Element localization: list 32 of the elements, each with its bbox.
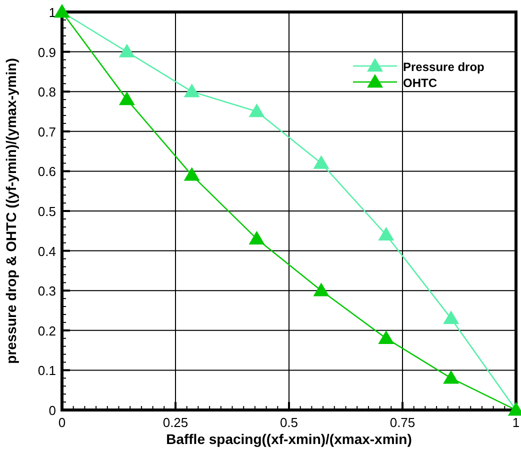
point (313, 155, 330, 169)
y-tick-label: 0.5 (38, 204, 56, 219)
y-tick-label: 0.4 (38, 244, 56, 259)
point (313, 282, 330, 296)
point (248, 104, 265, 118)
x-tick-label: 0.75 (390, 415, 416, 430)
x-tick-label: 1 (512, 415, 520, 430)
y-tick-label: 0.6 (38, 164, 56, 180)
point (118, 44, 135, 58)
point (443, 310, 460, 324)
x-tick-label: 0.5 (280, 415, 298, 430)
point (378, 330, 394, 344)
y-tick-label: 0.3 (38, 284, 56, 299)
x-tick-label: 0 (58, 415, 66, 430)
y-tick-label: 0.9 (38, 44, 56, 60)
y-tick-label: 0.7 (38, 124, 56, 140)
point (443, 370, 460, 384)
y-tick-label: 0.2 (38, 323, 56, 338)
y-tick-label: 0.8 (38, 84, 56, 100)
point (118, 92, 135, 106)
point (184, 84, 200, 98)
y-tick-label: 1 (48, 5, 56, 20)
point (184, 167, 200, 181)
x-tick-label: 0.25 (162, 415, 188, 430)
point (378, 226, 394, 240)
y-tick-label: 0.1 (38, 363, 56, 378)
y-tick-label: 0 (48, 403, 56, 418)
legend-label: OHTC (403, 76, 438, 90)
x-axis-title: Baffle spacing((xf-xmin)/(xmax-xmin) (166, 431, 412, 447)
point (248, 230, 265, 244)
legend-label: Pressure drop (403, 60, 484, 74)
y-axis-title: pressure drop & OHTC ((yf-ymin)/(ymax-ymin) (3, 58, 19, 364)
